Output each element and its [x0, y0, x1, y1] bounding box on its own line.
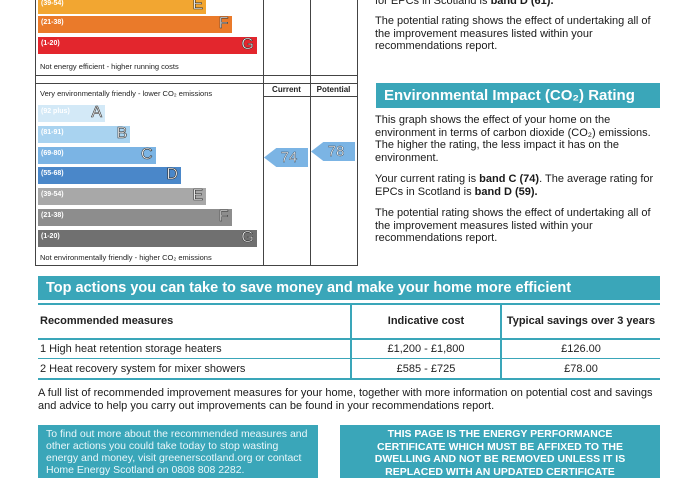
column-header: Current — [272, 85, 301, 94]
text-run: band D (59). — [474, 185, 538, 198]
rating-arrow: 78 — [311, 142, 355, 161]
rating-band: (39-54) E — [38, 187, 207, 206]
paragraph: This graph shows the effect of your home… — [375, 114, 660, 164]
band-letter: E — [192, 187, 204, 205]
band-letter: B — [116, 124, 128, 142]
band-range: (92 plus) — [41, 108, 70, 115]
text-run: band C (74) — [479, 173, 540, 185]
warning-box: THIS PAGE IS THE ENERGY PERFORMANCE CERT… — [340, 425, 660, 478]
table-line — [500, 303, 502, 379]
frame-line — [35, 75, 358, 76]
column-header: Potential — [316, 85, 351, 94]
rating-band: (39-54) E — [38, 0, 207, 14]
table-cell: £126.00 — [561, 343, 601, 355]
table-cell: 2 Heat recovery system for mixer showers — [40, 363, 246, 375]
frame-line — [35, 0, 36, 265]
text-run: This graph shows the effect of your home… — [375, 114, 651, 164]
band-range: (69-80) — [41, 149, 64, 157]
rating-band: (69-80) C — [38, 145, 156, 164]
section-heading: Environmental Impact (CO₂) Rating — [376, 83, 660, 108]
frame-line — [263, 96, 358, 97]
table-cell: £1,200 - £1,800 — [387, 343, 465, 355]
table-cell: 1 High heat retention storage heaters — [40, 343, 222, 355]
band-range: (21-38) — [41, 212, 64, 219]
chart-footer: Not environmentally friendly - higher CO… — [40, 253, 212, 262]
table-cell: £585 - £725 — [396, 363, 456, 375]
note: A full list of recommended improvement m… — [38, 387, 653, 412]
paragraph: The potential rating shows the effect of… — [375, 207, 660, 245]
table-line — [350, 303, 352, 379]
paragraph: Your current rating is band C (74). The … — [375, 173, 660, 198]
table-cell: £78.00 — [564, 363, 598, 375]
text-run: for EPCs in Scotland is — [375, 0, 491, 7]
chart-top-label: Very environmentally friendly - lower CO… — [40, 89, 213, 98]
paragraph: The potential rating shows the effect of… — [375, 15, 660, 53]
band-letter: G — [241, 228, 254, 246]
frame-line — [263, 0, 264, 265]
band-range: (81-91) — [41, 128, 64, 136]
chart-footer: Not energy efficient - higher running co… — [40, 62, 179, 71]
paragraph: for EPCs in Scotland is band D (61). — [375, 0, 660, 8]
band-letter: G — [241, 36, 254, 54]
band-letter: F — [218, 208, 229, 226]
table-header: Indicative cost — [387, 315, 465, 327]
text-run: Your current rating is — [375, 173, 480, 185]
band-range: (39-54) — [41, 191, 64, 199]
frame-line — [357, 0, 358, 265]
band-range: (21-38) — [41, 19, 64, 26]
band-letter: D — [166, 166, 178, 184]
table-line — [38, 378, 660, 380]
rating-band: (81-91) B — [38, 124, 131, 143]
band-range: (39-54) — [41, 0, 64, 7]
rating-band: (21-38) F — [38, 208, 232, 226]
band-range: (55-68) — [41, 170, 64, 178]
band-letter: E — [192, 0, 204, 13]
table-header: Recommended measures — [40, 315, 174, 327]
text-run: The potential rating shows the effect of… — [375, 15, 651, 52]
rating-band: (1-20) G — [38, 36, 257, 54]
rating-band: (21-38) F — [38, 15, 232, 33]
frame-line — [35, 265, 358, 266]
band-letter: A — [91, 104, 102, 122]
rating-arrow: 74 — [264, 148, 308, 167]
actions-heading: Top actions you can take to save money a… — [38, 276, 660, 300]
band-range: (1-20) — [41, 40, 60, 47]
rating-band: (55-68) D — [38, 166, 181, 185]
table-header: Typical savings over 3 years — [506, 315, 656, 327]
table-line — [38, 358, 660, 359]
table-line — [38, 303, 660, 305]
band-range: (1-20) — [41, 232, 60, 240]
table-line — [38, 338, 660, 340]
text-run: band D (61). — [490, 0, 554, 7]
info-box: To find out more about the recommended m… — [38, 425, 318, 478]
frame-line — [35, 83, 358, 84]
band-letter: C — [141, 145, 153, 163]
rating-band: (92 plus) A — [38, 104, 105, 122]
band-letter: F — [218, 15, 229, 33]
text-run: . The average rating for EPCs in Scotlan… — [375, 173, 654, 198]
text-run: The potential rating shows the effect of… — [375, 207, 651, 244]
frame-line — [310, 0, 311, 265]
rating-band: (1-20) G — [38, 228, 257, 247]
